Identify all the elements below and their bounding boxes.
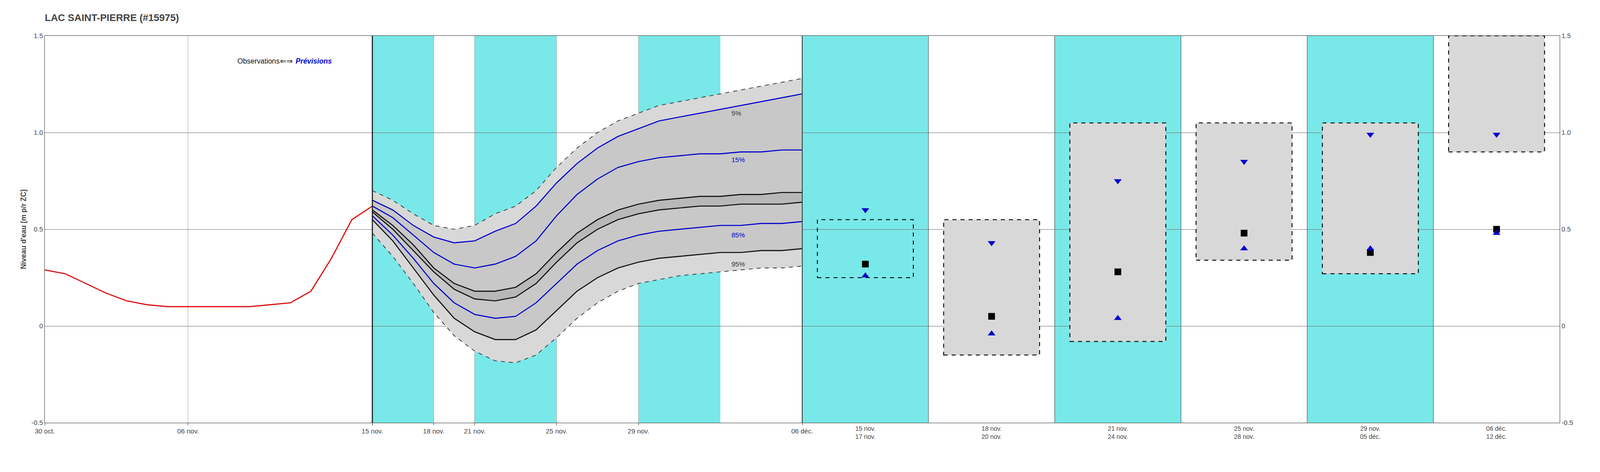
svg-text:06 nov.: 06 nov.	[177, 427, 199, 435]
svg-text:0: 0	[39, 322, 44, 330]
svg-text:95%: 95%	[731, 260, 745, 268]
svg-text:⇐⇒: ⇐⇒	[279, 56, 293, 66]
svg-text:Prévisions: Prévisions	[295, 57, 332, 65]
svg-text:0.5: 0.5	[33, 225, 44, 233]
svg-text:06 déc.12 déc.: 06 déc.12 déc.	[1486, 425, 1507, 441]
svg-text:1.0: 1.0	[1561, 128, 1571, 137]
svg-text:29 nov.: 29 nov.	[627, 427, 650, 435]
svg-text:15 nov.: 15 nov.	[361, 427, 383, 435]
svg-text:85%: 85%	[731, 231, 745, 239]
svg-text:21 nov.24 nov.: 21 nov.24 nov.	[1107, 425, 1128, 441]
svg-text:0: 0	[1561, 322, 1566, 330]
svg-text:25 nov.28 nov.: 25 nov.28 nov.	[1234, 425, 1255, 441]
svg-text:1.5: 1.5	[1561, 31, 1571, 40]
svg-text:0.5: 0.5	[1561, 225, 1571, 233]
svg-text:-0.5: -0.5	[1561, 418, 1574, 427]
svg-text:18 nov.20 nov.: 18 nov.20 nov.	[981, 425, 1002, 441]
svg-text:15 nov.17 nov.: 15 nov.17 nov.	[855, 425, 876, 441]
svg-text:25 nov.: 25 nov.	[546, 427, 568, 435]
svg-text:21 nov.: 21 nov.	[464, 427, 486, 435]
svg-text:-0.5: -0.5	[31, 418, 44, 427]
svg-text:15%: 15%	[731, 155, 745, 164]
svg-text:06 déc.: 06 déc.	[791, 427, 813, 435]
svg-text:1.0: 1.0	[33, 128, 44, 137]
svg-text:18 nov.: 18 nov.	[422, 427, 445, 435]
svg-text:30 oct.: 30 oct.	[34, 427, 55, 435]
svg-text:5%: 5%	[731, 109, 742, 117]
svg-text:Observations: Observations	[237, 57, 280, 65]
svg-text:LAC SAINT-PIERRE (#15975): LAC SAINT-PIERRE (#15975)	[44, 12, 180, 24]
svg-text:29 nov.05 déc.: 29 nov.05 déc.	[1359, 425, 1381, 441]
svg-text:1.5: 1.5	[33, 31, 44, 40]
svg-text:Niveau d'eau [m p/r ZC]: Niveau d'eau [m p/r ZC]	[19, 189, 28, 270]
